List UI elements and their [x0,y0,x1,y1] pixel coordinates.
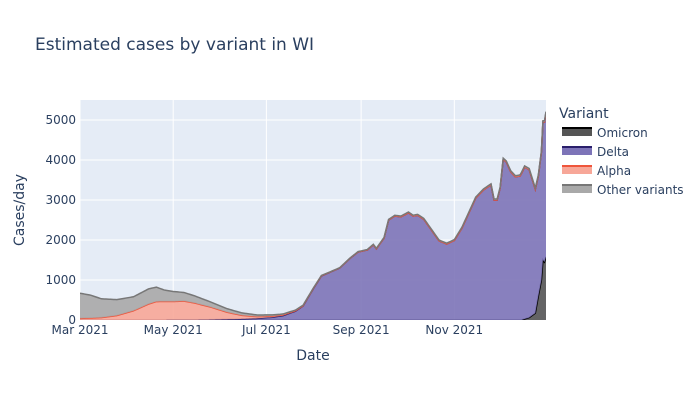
legend-item-delta[interactable]: Delta [562,145,629,159]
legend-label: Other variants [597,183,684,197]
x-tick-label: Jul 2021 [241,323,291,337]
legend-label: Omicron [597,126,648,140]
grid-lines [79,100,546,320]
legend-label: Delta [597,145,629,159]
y-tick-label: 4000 [45,153,76,167]
chart-title: Estimated cases by variant in WI [35,35,314,55]
y-tick-label: 2000 [45,233,76,247]
x-axis-label: Date [296,348,329,364]
legend-label: Alpha [597,164,631,178]
legend-swatch [562,147,592,155]
legend-swatch [562,166,592,174]
legend-item-alpha[interactable]: Alpha [562,164,631,178]
y-axis-label: Cases/day [12,174,28,246]
x-tick-label: Nov 2021 [425,323,483,337]
area-delta[interactable] [80,112,546,320]
legend-item-other-variants[interactable]: Other variants [562,183,684,197]
legend-item-omicron[interactable]: Omicron [562,126,648,140]
x-tick-label: Mar 2021 [52,323,109,337]
axis-ticks: 0 1000 2000 3000 4000 5000 Mar 2021 May 2021 Jul… [45,113,483,337]
line-other-variants[interactable] [80,111,546,316]
y-tick-label: 0 [68,313,76,327]
legend-title: Variant [559,106,609,122]
legend[interactable]: Variant Omicron Delta Alpha Other variants [559,106,684,197]
stacked-areas [80,111,546,320]
legend-swatch [562,185,592,193]
area-group [80,111,546,320]
y-tick-label: 5000 [45,113,76,127]
x-tick-label: Sep 2021 [333,323,390,337]
legend-swatch [562,128,592,136]
x-tick-label: May 2021 [144,323,203,337]
y-tick-label: 1000 [45,273,76,287]
y-tick-label: 3000 [45,193,76,207]
